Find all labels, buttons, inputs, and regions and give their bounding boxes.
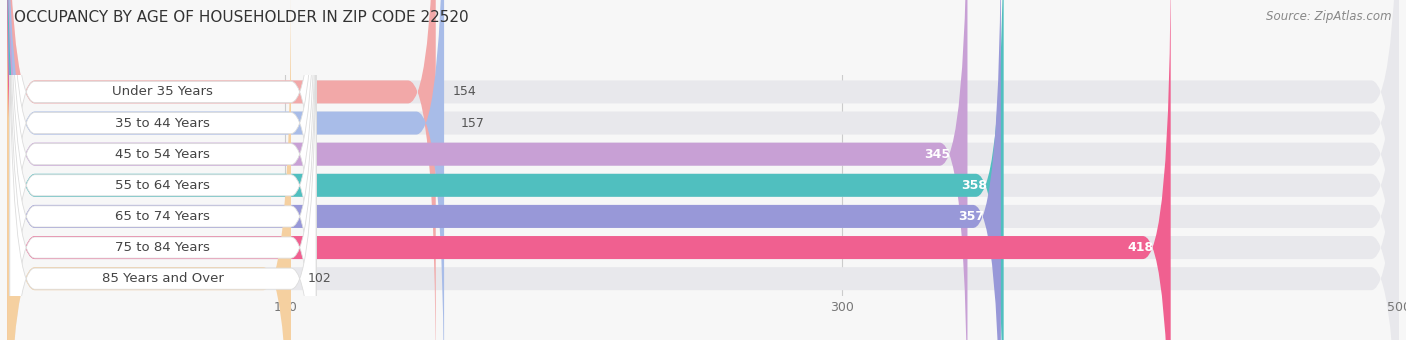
FancyBboxPatch shape (7, 0, 1399, 340)
FancyBboxPatch shape (10, 9, 316, 340)
FancyBboxPatch shape (7, 0, 1399, 340)
FancyBboxPatch shape (7, 0, 1171, 340)
FancyBboxPatch shape (7, 0, 1399, 340)
Text: Source: ZipAtlas.com: Source: ZipAtlas.com (1267, 10, 1392, 23)
FancyBboxPatch shape (10, 0, 316, 340)
Text: 65 to 74 Years: 65 to 74 Years (115, 210, 211, 223)
FancyBboxPatch shape (7, 0, 1004, 340)
FancyBboxPatch shape (7, 0, 1399, 340)
Text: 154: 154 (453, 85, 477, 98)
FancyBboxPatch shape (10, 0, 316, 340)
Text: 418: 418 (1128, 241, 1154, 254)
Text: OCCUPANCY BY AGE OF HOUSEHOLDER IN ZIP CODE 22520: OCCUPANCY BY AGE OF HOUSEHOLDER IN ZIP C… (14, 10, 468, 25)
FancyBboxPatch shape (7, 0, 967, 340)
Text: 357: 357 (957, 210, 984, 223)
FancyBboxPatch shape (10, 0, 316, 340)
Text: 85 Years and Over: 85 Years and Over (103, 272, 224, 285)
FancyBboxPatch shape (10, 0, 316, 340)
Text: 45 to 54 Years: 45 to 54 Years (115, 148, 211, 161)
Text: 157: 157 (461, 117, 485, 130)
FancyBboxPatch shape (7, 0, 1399, 340)
Text: 35 to 44 Years: 35 to 44 Years (115, 117, 211, 130)
FancyBboxPatch shape (10, 0, 316, 340)
FancyBboxPatch shape (10, 0, 316, 340)
FancyBboxPatch shape (7, 0, 1399, 340)
Text: 345: 345 (925, 148, 950, 161)
Text: 75 to 84 Years: 75 to 84 Years (115, 241, 211, 254)
FancyBboxPatch shape (7, 0, 436, 340)
FancyBboxPatch shape (7, 0, 1399, 340)
Text: 55 to 64 Years: 55 to 64 Years (115, 179, 211, 192)
Text: 102: 102 (308, 272, 332, 285)
Text: 358: 358 (960, 179, 987, 192)
FancyBboxPatch shape (7, 0, 1001, 340)
FancyBboxPatch shape (7, 0, 291, 340)
Text: Under 35 Years: Under 35 Years (112, 85, 214, 98)
FancyBboxPatch shape (7, 0, 444, 340)
